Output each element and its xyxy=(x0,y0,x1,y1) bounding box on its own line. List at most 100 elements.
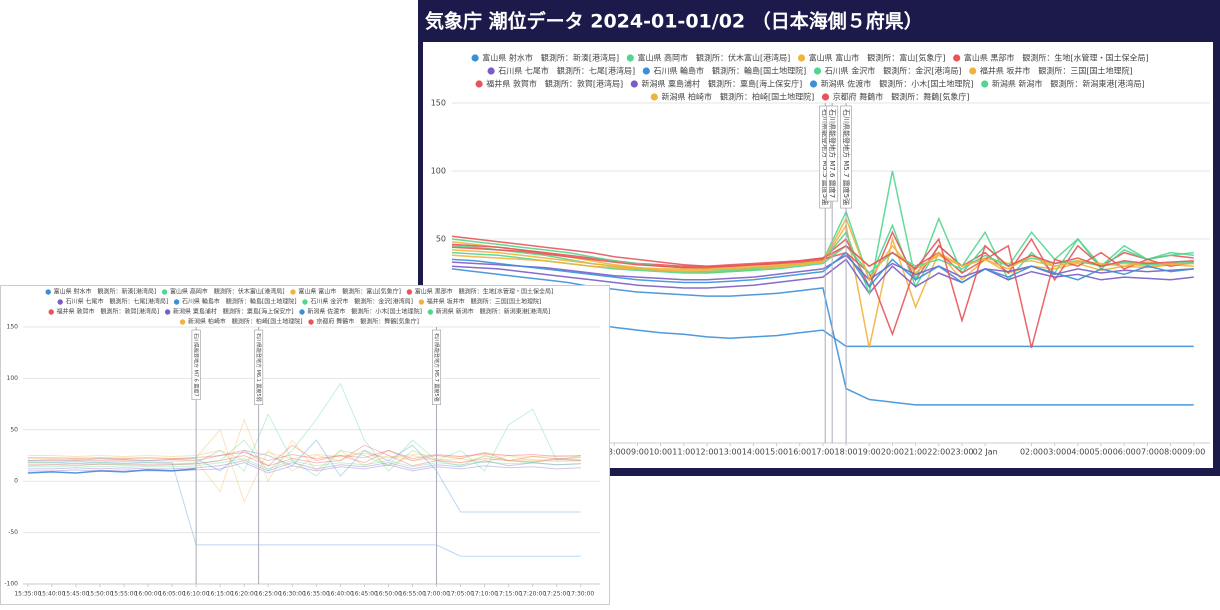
legend-item[interactable]: 富山県 富山市 観測所：富山[気象庁] xyxy=(290,288,401,296)
legend-item[interactable]: 石川県 七尾市 観測所：七尾[港湾局] xyxy=(57,298,169,306)
legend-item[interactable]: 新潟県 粟島浦村 観測所：粟島[海上保安庁] xyxy=(164,308,294,316)
legend-label: 新潟県 佐渡市 観測所：小木[国土地理院] xyxy=(821,79,974,89)
series-line xyxy=(451,251,1194,288)
legend-marker xyxy=(299,309,305,315)
x-tick-label: 10:00 xyxy=(649,448,672,457)
annotation-label: 石川県能登地方 M5.7 震度5強 xyxy=(433,333,440,402)
legend-item[interactable]: 石川県 輪島市 観測所：輪島[国土地理院] xyxy=(173,298,297,306)
legend-marker xyxy=(650,93,658,101)
legend-item[interactable]: 新潟県 新潟市 観測所：新潟東港[港湾局] xyxy=(427,308,551,316)
series-line xyxy=(27,449,581,462)
x-tick-label: 16:50:00 xyxy=(375,591,402,598)
legend-item[interactable]: 福井県 敦賀市 観測所：敦賀[港湾局] xyxy=(475,79,624,89)
x-tick-label: 17:00 xyxy=(811,448,834,457)
x-tick-label: 17:10:00 xyxy=(471,591,498,598)
legend-label: 富山県 黒部市 観測所：生地[水管理・国土保全局] xyxy=(964,53,1149,63)
legend-marker xyxy=(797,54,806,62)
inset-background xyxy=(0,285,610,605)
legend-item[interactable]: 富山県 射水市 観測所：新湊[港湾局] xyxy=(45,288,157,296)
x-tick-label: 15:35:00 xyxy=(14,591,41,598)
legend-item[interactable]: 新潟県 粟島浦村 観測所：粟島[海上保安庁] xyxy=(630,79,803,89)
legend-label: 石川県 輪島市 観測所：輪島[国土地理院] xyxy=(654,66,807,76)
legend-label: 石川県 七尾市 観測所：七尾[港湾局] xyxy=(66,298,169,306)
x-tick-label: 07:00 xyxy=(1136,448,1159,457)
legend-marker xyxy=(45,289,51,295)
series-line xyxy=(27,428,581,504)
legend-marker xyxy=(179,319,186,325)
legend-marker xyxy=(981,80,989,88)
x-tick-label: 16:55:00 xyxy=(399,591,426,598)
x-tick-label: 17:00:00 xyxy=(423,591,450,598)
x-tick-label: 16:05:00 xyxy=(159,591,186,598)
x-tick-label: 22:00 xyxy=(927,448,950,457)
series-line xyxy=(27,382,581,472)
inset-chart: -100 -50 0 50 100 150 15:35:0015:40:0015:45:00… xyxy=(4,288,600,598)
legend-marker xyxy=(164,309,171,315)
annotation-label: 石川県能登地方 M5.7 震度5強 xyxy=(842,109,851,205)
y-tick-label: 150 xyxy=(7,324,19,331)
y-tick-label: 100 xyxy=(7,375,19,382)
series-line xyxy=(27,444,581,467)
legend-label: 新潟県 新潟市 観測所：新潟東港[港湾局] xyxy=(436,308,551,316)
legend-item[interactable]: 福井県 坂井市 観測所：三国[国土地理院] xyxy=(969,66,1133,76)
legend-item[interactable]: 新潟県 佐渡市 観測所：小木[国土地理院] xyxy=(299,308,422,316)
legend-item[interactable]: 石川県 金沢市 観測所：金沢[港湾局] xyxy=(813,66,962,76)
legend-item[interactable]: 新潟県 柏崎市 観測所：柏崎[国土地理院] xyxy=(650,92,815,102)
legend-item[interactable]: 福井県 敦賀市 観測所：敦賀[港湾局] xyxy=(48,308,160,316)
legend-label: 富山県 高岡市 観測所：伏木富山[港湾局] xyxy=(170,288,285,296)
legend-item[interactable]: 石川県 輪島市 観測所：輪島[国土地理院] xyxy=(642,66,807,76)
x-tick-label: 16:00:00 xyxy=(135,591,162,598)
legend-item[interactable]: 富山県 高岡市 観測所：伏木富山[港湾局] xyxy=(626,53,791,63)
legend-item[interactable]: 京都府 舞鶴市 観測所：舞鶴[気象庁] xyxy=(308,318,419,326)
legend-item[interactable]: 石川県 七尾市 観測所：七尾[港湾局] xyxy=(487,66,636,76)
legend-label: 新潟県 柏崎市 観測所：柏崎[国土地理院] xyxy=(662,92,815,102)
legend-item[interactable]: 石川県 金沢市 観測所：金沢[港湾局] xyxy=(302,298,413,306)
annotation-label: 石川県能登地方 M5.5 震度5強 xyxy=(821,109,830,205)
legend-item[interactable]: 富山県 黒部市 観測所：生地[水管理・国土保全局] xyxy=(406,288,554,296)
x-tick-label: 16:00 xyxy=(788,448,811,457)
legend-label: 京都府 舞鶴市 観測所：舞鶴[気象庁] xyxy=(833,92,970,102)
series-line xyxy=(27,444,581,467)
x-tick-label: 02:00 xyxy=(1020,448,1043,457)
legend-label: 富山県 黒部市 観測所：生地[水管理・国土保全局] xyxy=(415,288,554,296)
legend-item[interactable]: 福井県 坂井市 観測所：三国[国土地理院] xyxy=(418,298,542,306)
x-tick-label: 12:00 xyxy=(695,448,718,457)
legend-item[interactable]: 富山県 高岡市 観測所：伏木富山[港湾局] xyxy=(161,288,285,296)
x-tick-label: 17:15:00 xyxy=(495,591,522,598)
legend-label: 石川県 七尾市 観測所：七尾[港湾局] xyxy=(498,66,635,76)
x-tick-label: 16:15:00 xyxy=(207,591,234,598)
legend-label: 新潟県 粟島浦村 観測所：粟島[海上保安庁] xyxy=(173,308,294,316)
series-line xyxy=(27,468,197,474)
series-line xyxy=(451,254,1194,281)
legend-item[interactable]: 新潟県 佐渡市 観測所：小木[国土地理院] xyxy=(809,79,974,89)
legend-marker xyxy=(290,289,296,295)
legend-item[interactable]: 富山県 富山市 観測所：富山[気象庁] xyxy=(797,53,946,63)
annotation-label: 石川県能登地方 M6.1 震度5弱 xyxy=(255,333,262,402)
legend-label: 石川県 金沢市 観測所：金沢[港湾局] xyxy=(310,298,413,306)
legend-item[interactable]: 京都府 舞鶴市 観測所：舞鶴[気象庁] xyxy=(821,92,970,102)
x-tick-label: 16:40:00 xyxy=(327,591,354,598)
x-tick-label: 08:00 xyxy=(603,448,626,457)
legend-marker xyxy=(418,299,425,305)
x-tick-label: 09:00 xyxy=(1182,448,1205,457)
legend-marker xyxy=(487,67,495,75)
legend-marker xyxy=(57,299,63,305)
legend-item[interactable]: 新潟県 柏崎市 観測所：柏崎[国土地理院] xyxy=(179,318,303,326)
legend-marker xyxy=(302,299,308,305)
legend-item[interactable]: 新潟県 新潟市 観測所：新潟東港[港湾局] xyxy=(981,79,1145,89)
x-tick-label: 17:05:00 xyxy=(447,591,474,598)
series-line xyxy=(27,418,581,493)
annotation-box xyxy=(826,105,839,202)
y-tick-label: 100 xyxy=(431,167,446,176)
legend-marker xyxy=(953,54,961,62)
legend-label: 福井県 坂井市 観測所：三国[国土地理院] xyxy=(980,66,1133,76)
x-tick-label: 05:00 xyxy=(1090,448,1113,457)
legend-item[interactable]: 富山県 射水市 観測所：新湊[港湾局] xyxy=(471,53,620,63)
series-line xyxy=(27,439,581,513)
legend-item[interactable]: 富山県 黒部市 観測所：生地[水管理・国土保全局] xyxy=(953,53,1149,63)
series-line xyxy=(27,461,581,557)
legend-marker xyxy=(475,80,483,88)
annotation-label: 石川県能登地方 M7.6 震度7 xyxy=(828,109,837,198)
